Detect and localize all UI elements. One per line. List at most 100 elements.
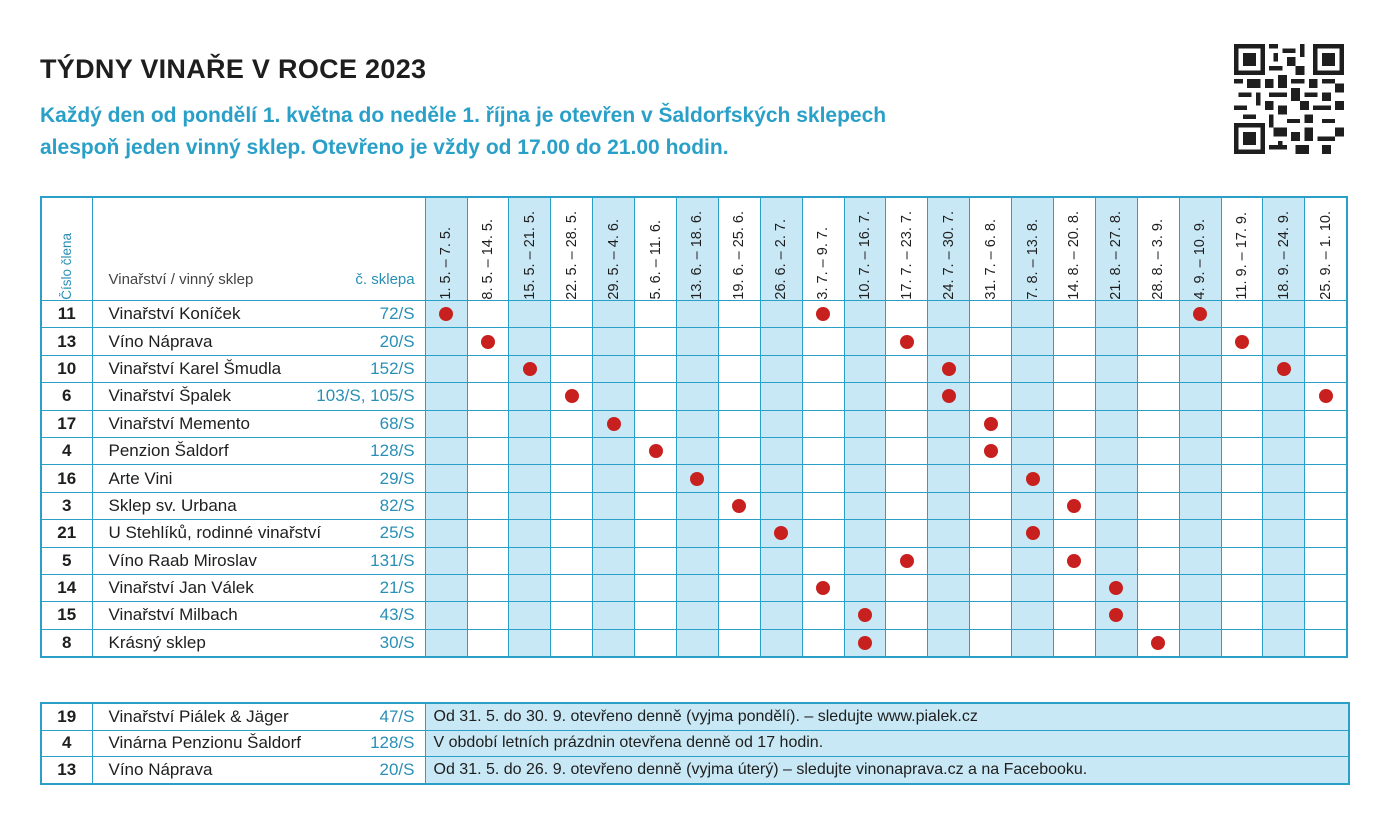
member-number: 5: [40, 546, 93, 575]
winery-cell: U Stehlíků, rodinné vinařství 25/S: [91, 519, 426, 548]
week-cell: [969, 628, 1013, 658]
week-cell: [927, 299, 971, 329]
week-cell: [1011, 491, 1054, 521]
week-cell: [508, 546, 552, 575]
winery-name: Penzion Šaldorf: [108, 441, 229, 461]
member-number: 4: [40, 436, 93, 466]
week-cell: [424, 519, 468, 548]
week-cell: [1262, 491, 1306, 521]
week-cell: [1094, 354, 1138, 384]
red-dot-icon: [480, 334, 495, 349]
red-dot-icon: [1109, 581, 1124, 596]
week-cell: [1011, 409, 1054, 438]
week-cell: [1052, 409, 1096, 438]
week-cell: [1262, 464, 1306, 493]
week-cell: [1011, 546, 1054, 575]
cellar-number: 20/S: [379, 331, 415, 351]
week-cell: [927, 464, 971, 493]
week-cell: [1220, 601, 1264, 630]
week-cell: [1304, 299, 1348, 329]
week-cell: [466, 491, 510, 521]
week-cell: [675, 327, 719, 356]
member-number: 14: [40, 573, 93, 603]
week-cell: [717, 519, 761, 548]
week-cell: [1011, 382, 1054, 411]
week-cell: [1052, 382, 1096, 411]
week-cell: [1220, 519, 1264, 548]
week-cell: [927, 519, 971, 548]
week-cell: [1220, 546, 1264, 575]
winery-cell: Vinařství Koníček 72/S: [91, 299, 426, 329]
cellar-number: 30/S: [379, 632, 415, 652]
week-label: 8. 5. – 14. 5.: [479, 219, 496, 300]
week-cell: [885, 299, 929, 329]
week-cell: [801, 601, 845, 630]
week-cell: [466, 519, 510, 548]
week-cell: [634, 436, 677, 466]
week-cell: [801, 354, 845, 384]
winery-name: Vinařství Piálek & Jäger: [108, 706, 289, 726]
week-cell: [550, 491, 594, 521]
week-cell: [1136, 354, 1180, 384]
week-cell: [1052, 546, 1096, 575]
week-cell: [717, 382, 761, 411]
week-cell: [1178, 354, 1222, 384]
week-header: 26. 6. – 2. 7.: [759, 196, 803, 301]
week-cell: [634, 628, 677, 658]
week-cell: [424, 628, 468, 658]
week-cell: [1178, 491, 1222, 521]
week-label: 3. 7. – 9. 7.: [815, 227, 832, 300]
qr-code-icon[interactable]: [1234, 43, 1344, 155]
week-cell: [550, 628, 594, 658]
week-header: 19. 6. – 25. 6.: [717, 196, 761, 301]
week-cell: [927, 382, 971, 411]
red-dot-icon: [857, 608, 872, 623]
week-cell: [1262, 573, 1306, 603]
red-dot-icon: [732, 498, 747, 513]
week-cell: [843, 601, 887, 630]
week-cell: [1136, 464, 1180, 493]
week-cell: [1304, 409, 1348, 438]
week-cell: [550, 409, 594, 438]
cellar-number: 43/S: [379, 605, 415, 625]
week-label: 26. 6. – 2. 7.: [773, 219, 790, 300]
winery-header: Vinařství / vinný sklep č. sklepa: [91, 196, 426, 301]
week-cell: [424, 409, 468, 438]
cellar-number: 131/S: [370, 550, 415, 570]
red-dot-icon: [983, 444, 998, 459]
week-label: 10. 7. – 16. 7.: [856, 211, 873, 300]
week-cell: [927, 628, 971, 658]
week-cell: [634, 382, 677, 411]
red-dot-icon: [983, 416, 998, 431]
week-cell: [1136, 546, 1180, 575]
week-cell: [634, 573, 677, 603]
week-cell: [1011, 354, 1054, 384]
red-dot-icon: [1276, 361, 1291, 376]
week-cell: [424, 546, 468, 575]
week-cell: [508, 491, 552, 521]
winery-name: Vinařství Milbach: [108, 605, 238, 625]
week-header: 3. 7. – 9. 7.: [801, 196, 845, 301]
week-header: 18. 9. – 24. 9.: [1262, 196, 1306, 301]
week-cell: [466, 436, 510, 466]
week-cell: [592, 299, 636, 329]
week-cell: [843, 327, 887, 356]
week-cell: [466, 299, 510, 329]
week-cell: [1220, 409, 1264, 438]
week-cell: [1262, 382, 1306, 411]
winery-name: Vinařství Memento: [108, 413, 250, 433]
week-cell: [592, 436, 636, 466]
extra-table: 19 Vinařství Piálek & Jäger 47/S Od 31. 5. …: [40, 702, 1350, 785]
week-cell: [466, 628, 510, 658]
week-cell: [675, 409, 719, 438]
week-cell: [634, 409, 677, 438]
week-cell: [634, 299, 677, 329]
week-cell: [1094, 382, 1138, 411]
week-cell: [885, 354, 929, 384]
winery-name: U Stehlíků, rodinné vinařství: [108, 523, 322, 543]
member-number: 4: [40, 729, 93, 757]
cellar-number: 103/S, 105/S: [316, 386, 415, 406]
red-dot-icon: [439, 307, 454, 322]
week-cell: [969, 409, 1013, 438]
week-cell: [969, 519, 1013, 548]
